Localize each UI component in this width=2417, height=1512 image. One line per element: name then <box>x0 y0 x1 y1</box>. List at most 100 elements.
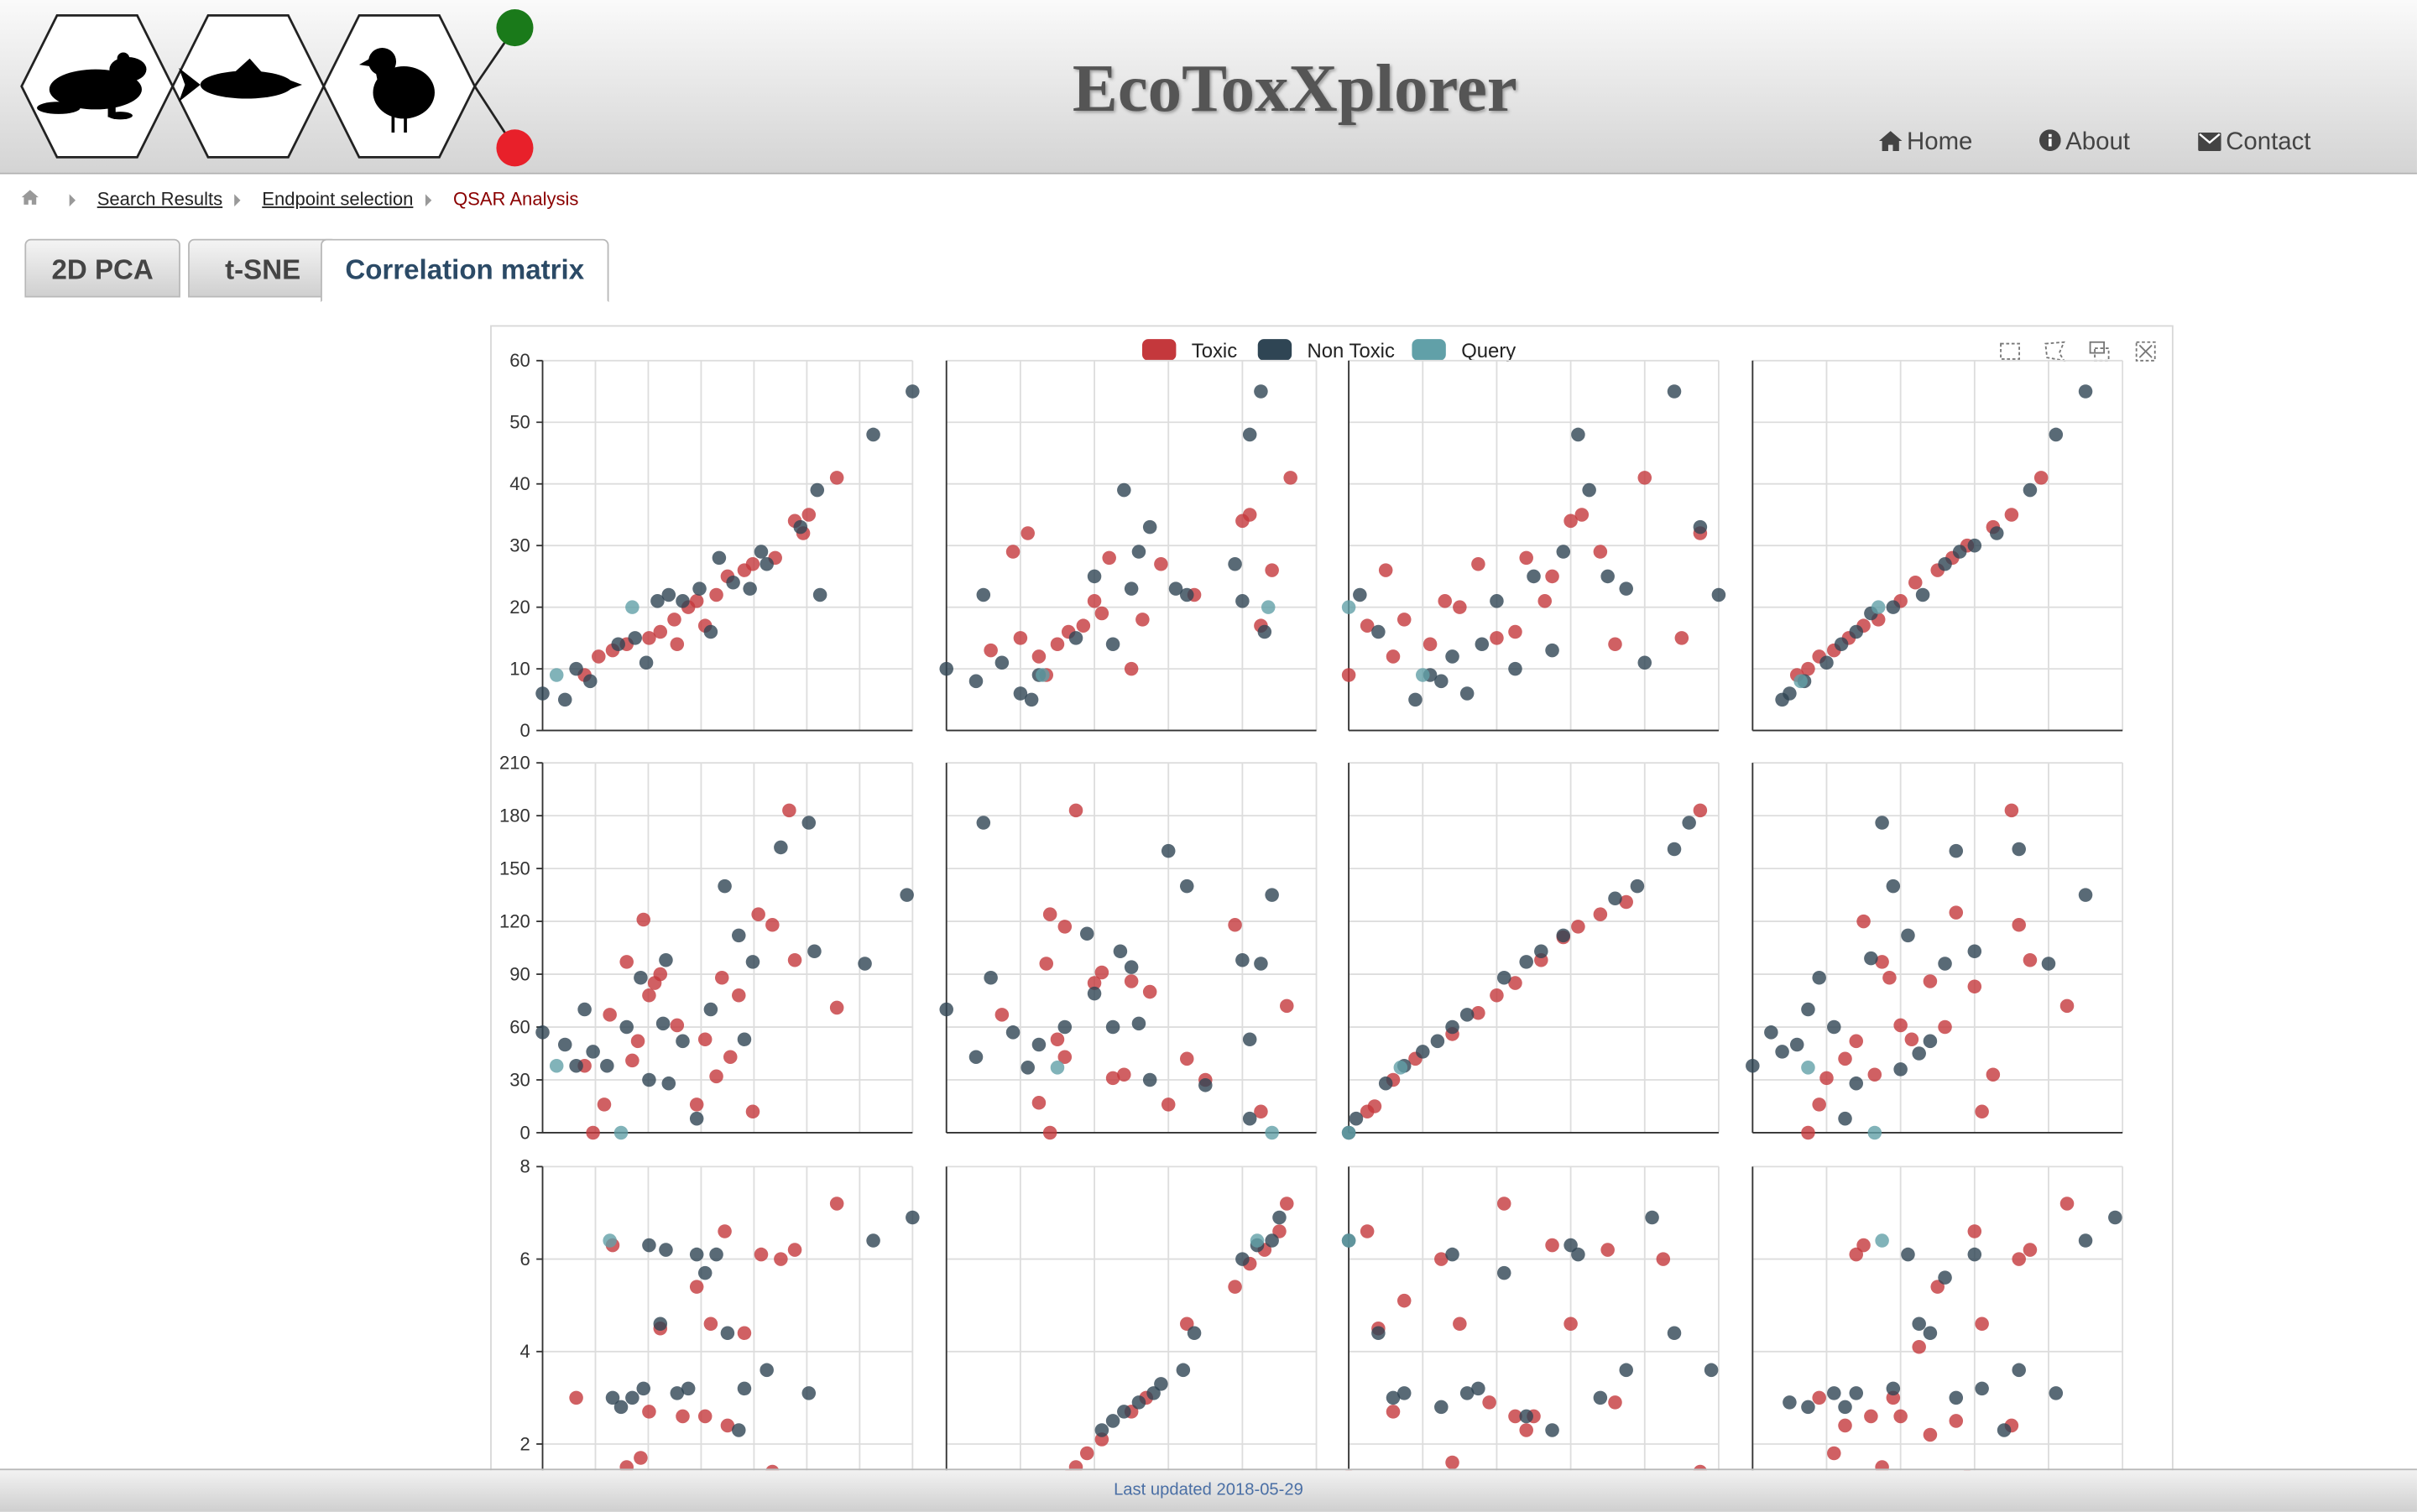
scatter-point[interactable] <box>1938 556 1952 571</box>
scatter-point[interactable] <box>1882 970 1897 985</box>
scatter-point[interactable] <box>1265 1233 1279 1248</box>
scatter-point[interactable] <box>1005 545 1021 559</box>
scatter-point[interactable] <box>659 952 673 967</box>
scatter-point[interactable] <box>1031 1037 1047 1052</box>
scatter-point[interactable] <box>1849 1386 1864 1400</box>
scatter-point[interactable] <box>2078 1233 2093 1248</box>
scatter-point[interactable] <box>754 545 769 559</box>
scatter-point[interactable] <box>1619 581 1633 596</box>
scatter-point[interactable] <box>1975 1104 1989 1119</box>
scatter-point[interactable] <box>1571 1247 1585 1262</box>
scatter-point[interactable] <box>760 556 774 571</box>
scatter-point[interactable] <box>2023 1243 2038 1257</box>
scatter-point[interactable] <box>1886 1381 1901 1396</box>
scatter-point[interactable] <box>1105 637 1120 652</box>
scatter-point[interactable] <box>1571 920 1585 934</box>
scatter-point[interactable] <box>630 1034 645 1049</box>
scatter-point[interactable] <box>1416 668 1430 682</box>
scatter-point[interactable] <box>1967 538 1982 553</box>
scatter-point[interactable] <box>745 556 760 571</box>
nav-about[interactable]: About <box>2039 129 2130 157</box>
scatter-point[interactable] <box>1142 1072 1157 1087</box>
scatter-point[interactable] <box>858 957 872 971</box>
scatter-point[interactable] <box>1146 1386 1161 1400</box>
scatter-point[interactable] <box>1849 624 1864 639</box>
scatter-point[interactable] <box>639 655 654 670</box>
scatter-point[interactable] <box>1341 1125 1356 1140</box>
scatter-point[interactable] <box>1893 1018 1908 1033</box>
scatter-point[interactable] <box>1482 1395 1496 1410</box>
scatter-point[interactable] <box>1574 508 1590 522</box>
scatter-point[interactable] <box>1812 1390 1826 1405</box>
scatter-point[interactable] <box>2012 842 2026 857</box>
scatter-point[interactable] <box>1608 1395 1622 1410</box>
scatter-point[interactable] <box>1235 952 1250 967</box>
scatter-point[interactable] <box>2059 998 2075 1014</box>
scatter-point[interactable] <box>676 594 690 608</box>
scatter-point[interactable] <box>1908 576 1923 590</box>
scatter-point[interactable] <box>1105 1019 1120 1035</box>
scatter-point[interactable] <box>1864 1409 1878 1424</box>
scatter-point[interactable] <box>968 674 984 689</box>
scatter-point[interactable] <box>603 1008 617 1022</box>
scatter-point[interactable] <box>1563 514 1578 529</box>
scatter-point[interactable] <box>625 1390 639 1405</box>
scatter-point[interactable] <box>1490 631 1504 645</box>
scatter-point[interactable] <box>655 1016 671 1031</box>
scatter-point[interactable] <box>1386 1390 1401 1405</box>
legend-item-query[interactable]: Query <box>1412 339 1516 362</box>
scatter-point[interactable] <box>1265 888 1279 902</box>
scatter-point[interactable] <box>650 594 665 608</box>
scatter-point[interactable] <box>1453 1316 1467 1331</box>
scatter-point[interactable] <box>1438 594 1452 608</box>
scatter-point[interactable] <box>1341 1233 1356 1248</box>
scatter-point[interactable] <box>1693 519 1708 534</box>
scatter-point[interactable] <box>1031 649 1047 664</box>
scatter-point[interactable] <box>1179 1051 1194 1066</box>
tab-t-sne[interactable]: t-SNE <box>188 238 338 298</box>
scatter-point[interactable] <box>984 970 998 985</box>
scatter-point[interactable] <box>1819 1071 1834 1086</box>
scatter-point[interactable] <box>2012 918 2026 932</box>
scatter-point[interactable] <box>1838 1111 1852 1126</box>
scatter-point[interactable] <box>774 840 788 855</box>
scatter-point[interactable] <box>689 594 704 608</box>
scatter-point[interactable] <box>549 668 564 682</box>
scatter-point[interactable] <box>1949 1414 1964 1428</box>
scatter-point[interactable] <box>1600 569 1615 584</box>
scatter-point[interactable] <box>613 1125 629 1140</box>
scatter-point[interactable] <box>1142 984 1157 999</box>
scatter-point[interactable] <box>535 686 550 701</box>
scatter-point[interactable] <box>1519 550 1533 566</box>
scatter-point[interactable] <box>1667 842 1682 857</box>
scatter-point[interactable] <box>653 967 668 982</box>
scatter-point[interactable] <box>703 1002 718 1017</box>
scatter-point[interactable] <box>1179 1316 1194 1331</box>
scatter-point[interactable] <box>1519 1423 1533 1437</box>
scatter-point[interactable] <box>1272 1210 1287 1225</box>
scatter-point[interactable] <box>807 944 822 959</box>
scatter-point[interactable] <box>709 587 723 602</box>
scatter-point[interactable] <box>605 1390 620 1405</box>
scatter-point[interactable] <box>1471 556 1485 571</box>
scatter-point[interactable] <box>1856 914 1871 929</box>
scatter-point[interactable] <box>1272 1224 1287 1238</box>
scatter-point[interactable] <box>586 1125 600 1140</box>
scatter-point[interactable] <box>1005 1025 1021 1040</box>
scatter-point[interactable] <box>1445 1455 1459 1470</box>
scatter-point[interactable] <box>703 624 718 639</box>
scatter-point[interactable] <box>1434 1252 1449 1266</box>
scatter-point[interactable] <box>939 1002 953 1017</box>
scatter-point[interactable] <box>1801 1400 1815 1415</box>
scatter-point[interactable] <box>712 550 727 566</box>
scatter-point[interactable] <box>1593 1390 1608 1405</box>
scatter-point[interactable] <box>737 1381 752 1396</box>
scatter-point[interactable] <box>1341 668 1356 682</box>
scatter-point[interactable] <box>1967 1247 1982 1262</box>
scatter-point[interactable] <box>1235 594 1250 608</box>
scatter-point[interactable] <box>1013 631 1028 645</box>
scatter-point[interactable] <box>743 581 757 596</box>
scatter-point[interactable] <box>787 1243 802 1257</box>
scatter-point[interactable] <box>1967 1224 1982 1238</box>
scatter-point[interactable] <box>1050 637 1065 652</box>
